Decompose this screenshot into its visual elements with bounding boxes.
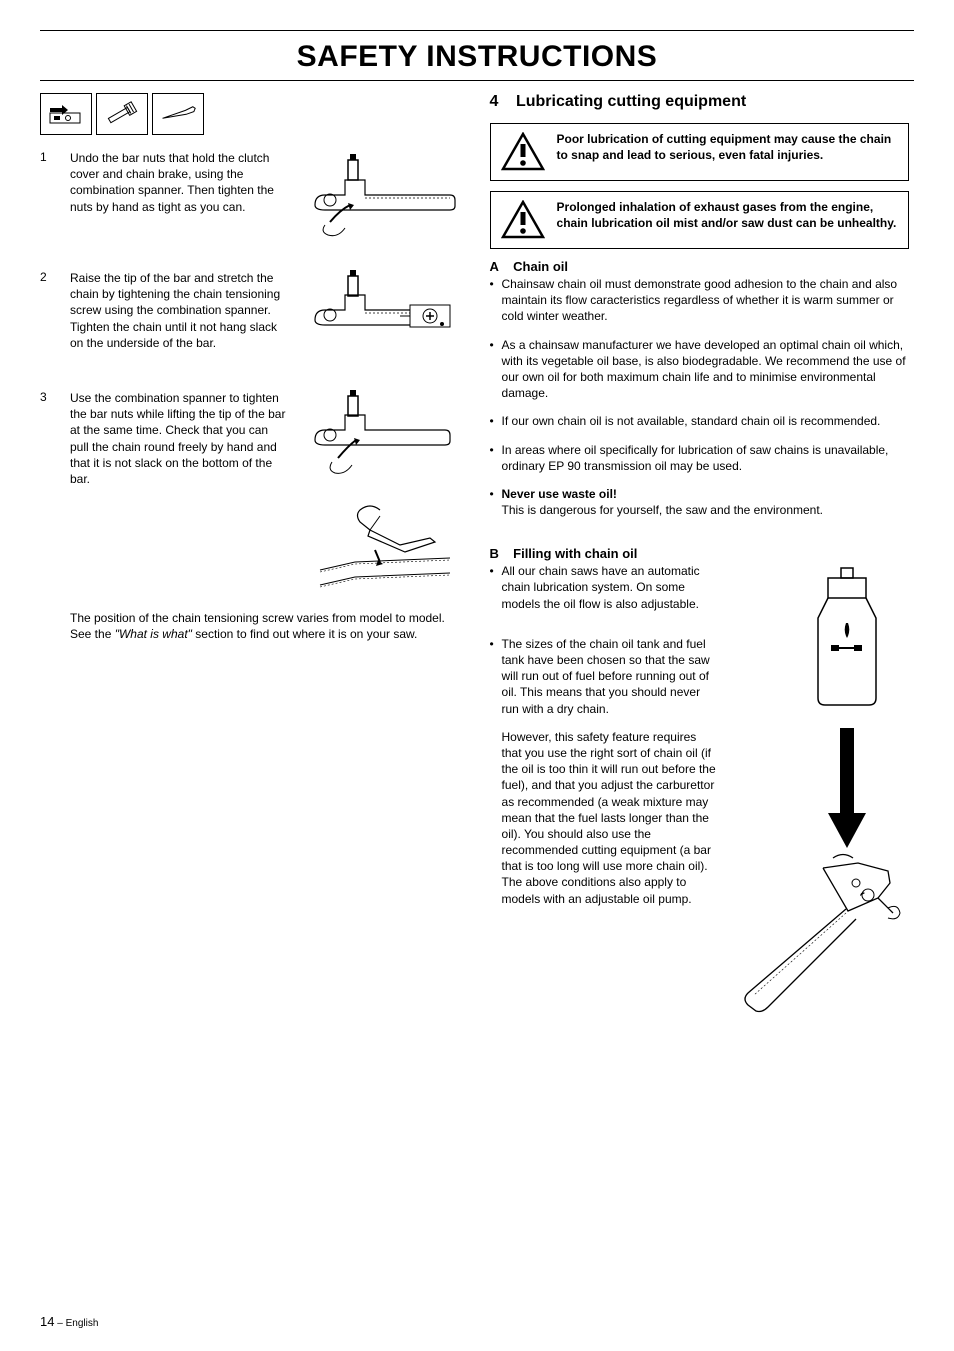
top-icon-row bbox=[40, 93, 460, 135]
section-b-figure bbox=[728, 563, 909, 1023]
warning-icon bbox=[501, 132, 545, 172]
page-lang: – English bbox=[57, 1318, 98, 1329]
bullet-b2-text: The sizes of the chain oil tank and fuel… bbox=[502, 636, 717, 717]
right-column: 4 Lubricating cutting equipment Poor lub… bbox=[490, 93, 910, 1023]
content-columns: 1 Undo the bar nuts that hold the clutch… bbox=[40, 93, 914, 1023]
bullet-dot: • bbox=[490, 563, 502, 612]
step-3-figures bbox=[310, 390, 460, 600]
page-title: SAFETY INSTRUCTIONS bbox=[40, 36, 914, 80]
bullet-a4: •In areas where oil specifically for lub… bbox=[490, 442, 910, 474]
step-2-text: Raise the tip of the bar and stretch the… bbox=[70, 270, 296, 351]
bullet-a4-text: In areas where oil specifically for lubr… bbox=[502, 442, 910, 474]
bullet-b2: •The sizes of the chain oil tank and fue… bbox=[490, 636, 717, 717]
section-a-title: Chain oil bbox=[513, 259, 568, 274]
never-waste-text: This is dangerous for yourself, the saw … bbox=[502, 503, 824, 517]
section-4-heading: 4 Lubricating cutting equipment bbox=[490, 93, 910, 111]
section-b-body: •All our chain saws have an automatic ch… bbox=[490, 563, 910, 1023]
bullet-dot: • bbox=[490, 442, 502, 474]
tension-screw-note: The position of the chain tensioning scr… bbox=[40, 610, 460, 642]
section-4-num: 4 bbox=[490, 93, 512, 111]
note-part-b: section to find out where it is on your … bbox=[195, 627, 417, 641]
section-b-title: Filling with chain oil bbox=[513, 546, 637, 561]
section-a-letter: A bbox=[490, 259, 510, 274]
step-3-text: Use the combination spanner to tighten t… bbox=[70, 390, 296, 487]
section-4-title: Lubricating cutting equipment bbox=[516, 93, 746, 110]
bullet-dot: • bbox=[490, 276, 502, 325]
step-1-text: Undo the bar nuts that hold the clutch c… bbox=[70, 150, 296, 215]
step-2-figure bbox=[310, 270, 460, 360]
spanner-angled-icon bbox=[96, 93, 148, 135]
section-a-heading: A Chain oil bbox=[490, 259, 910, 274]
bullet-dot: • bbox=[490, 413, 502, 429]
bullet-a5: •Never use waste oil! This is dangerous f… bbox=[490, 486, 910, 518]
step-1: 1 Undo the bar nuts that hold the clutch… bbox=[40, 150, 460, 240]
slot-icon bbox=[40, 93, 92, 135]
bullet-a3-text: If our own chain oil is not available, s… bbox=[502, 413, 910, 429]
step-3-num: 3 bbox=[40, 390, 56, 404]
section-b-letter: B bbox=[490, 546, 510, 561]
step-2: 2 Raise the tip of the bar and stretch t… bbox=[40, 270, 460, 360]
bullet-a5-text: Never use waste oil! This is dangerous fo… bbox=[502, 486, 910, 518]
page-number: 14 bbox=[40, 1314, 54, 1329]
section-b-heading: B Filling with chain oil bbox=[490, 546, 910, 561]
step-3: 3 Use the combination spanner to tighten… bbox=[40, 390, 460, 600]
note-italic: "What is what" bbox=[111, 627, 195, 641]
top-rule bbox=[40, 30, 914, 31]
spanner-flat-icon bbox=[152, 93, 204, 135]
warning-icon bbox=[501, 200, 545, 240]
bullet-a1: •Chainsaw chain oil must demonstrate goo… bbox=[490, 276, 910, 325]
section-b-text-col: •All our chain saws have an automatic ch… bbox=[490, 563, 717, 1023]
title-underline bbox=[40, 80, 914, 81]
warning-1-text: Poor lubrication of cutting equipment ma… bbox=[557, 132, 899, 163]
page-footer: 14 – English bbox=[40, 1314, 98, 1329]
bullet-a2-text: As a chainsaw manufacturer we have devel… bbox=[502, 337, 910, 402]
bullet-a3: •If our own chain oil is not available, … bbox=[490, 413, 910, 429]
left-column: 1 Undo the bar nuts that hold the clutch… bbox=[40, 93, 460, 1023]
warning-2-text: Prolonged inhalation of exhaust gases fr… bbox=[557, 200, 899, 231]
step-1-num: 1 bbox=[40, 150, 56, 164]
warning-box-1: Poor lubrication of cutting equipment ma… bbox=[490, 123, 910, 181]
step-1-figure bbox=[310, 150, 460, 240]
never-waste-bold: Never use waste oil! bbox=[502, 487, 617, 501]
step-2-num: 2 bbox=[40, 270, 56, 284]
bullet-a2: •As a chainsaw manufacturer we have deve… bbox=[490, 337, 910, 402]
bullet-b1-text: All our chain saws have an automatic cha… bbox=[502, 563, 717, 612]
step-3-figure-b bbox=[310, 490, 460, 600]
section-b-paragraph: However, this safety feature requires th… bbox=[490, 729, 717, 907]
step-3-figure-a bbox=[310, 390, 460, 480]
bullet-b1: •All our chain saws have an automatic ch… bbox=[490, 563, 717, 612]
bullet-dot: • bbox=[490, 486, 502, 518]
bullet-dot: • bbox=[490, 636, 502, 717]
bullet-a1-text: Chainsaw chain oil must demonstrate good… bbox=[502, 276, 910, 325]
warning-box-2: Prolonged inhalation of exhaust gases fr… bbox=[490, 191, 910, 249]
bullet-dot: • bbox=[490, 337, 502, 402]
